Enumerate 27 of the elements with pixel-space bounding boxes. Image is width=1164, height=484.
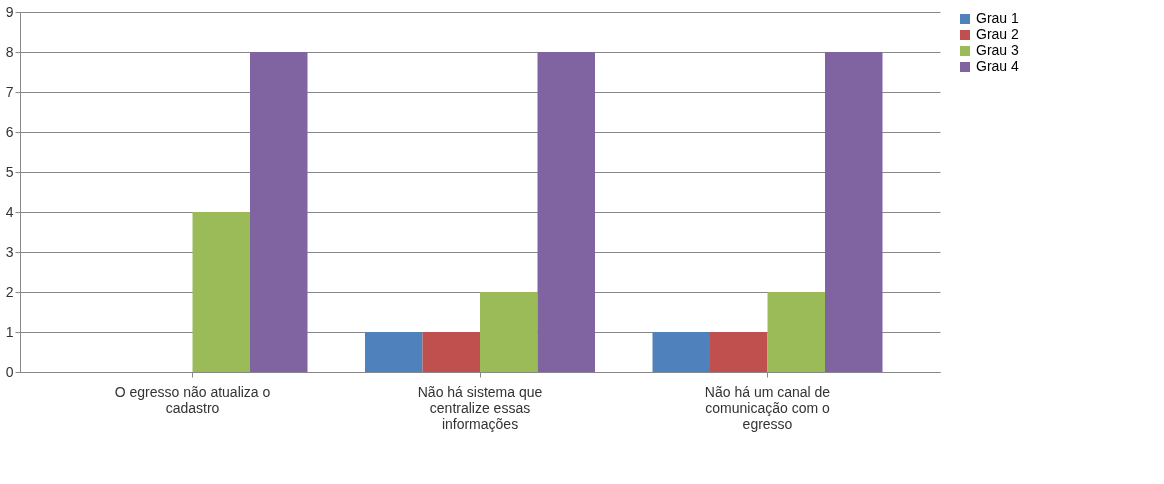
- x-tick-label: O egresso não atualiza o cadastro: [114, 383, 271, 416]
- legend-label: Grau 1: [976, 10, 1020, 26]
- y-tick-label: 2: [5, 283, 14, 300]
- y-tick-label: 1: [5, 323, 14, 340]
- bar: [767, 292, 825, 372]
- bar: [537, 52, 595, 372]
- y-tick-label: 5: [5, 163, 14, 180]
- y-tick-label: 0: [5, 363, 14, 380]
- y-tick-label: 8: [5, 43, 14, 60]
- y-tick-label: 6: [5, 123, 14, 140]
- x-tick-label: Não há sistema que centralize essas informações: [417, 383, 543, 432]
- y-tick-label: 9: [5, 3, 14, 20]
- bar: [250, 52, 308, 372]
- bar: [192, 212, 250, 372]
- legend-label: Grau 2: [976, 26, 1020, 42]
- bar: [710, 332, 768, 372]
- bar: [480, 292, 538, 372]
- bar: [422, 332, 480, 372]
- bar: [365, 332, 423, 372]
- bar: [825, 52, 883, 372]
- y-tick-label: 4: [5, 203, 14, 220]
- y-tick-label: 3: [5, 243, 14, 260]
- legend-label: Grau 4: [976, 58, 1020, 74]
- legend-label: Grau 3: [976, 42, 1020, 58]
- x-tick-label: Não há um canal de comunicação com o egresso: [704, 383, 831, 432]
- bar: [652, 332, 710, 372]
- y-tick-label: 7: [5, 83, 14, 100]
